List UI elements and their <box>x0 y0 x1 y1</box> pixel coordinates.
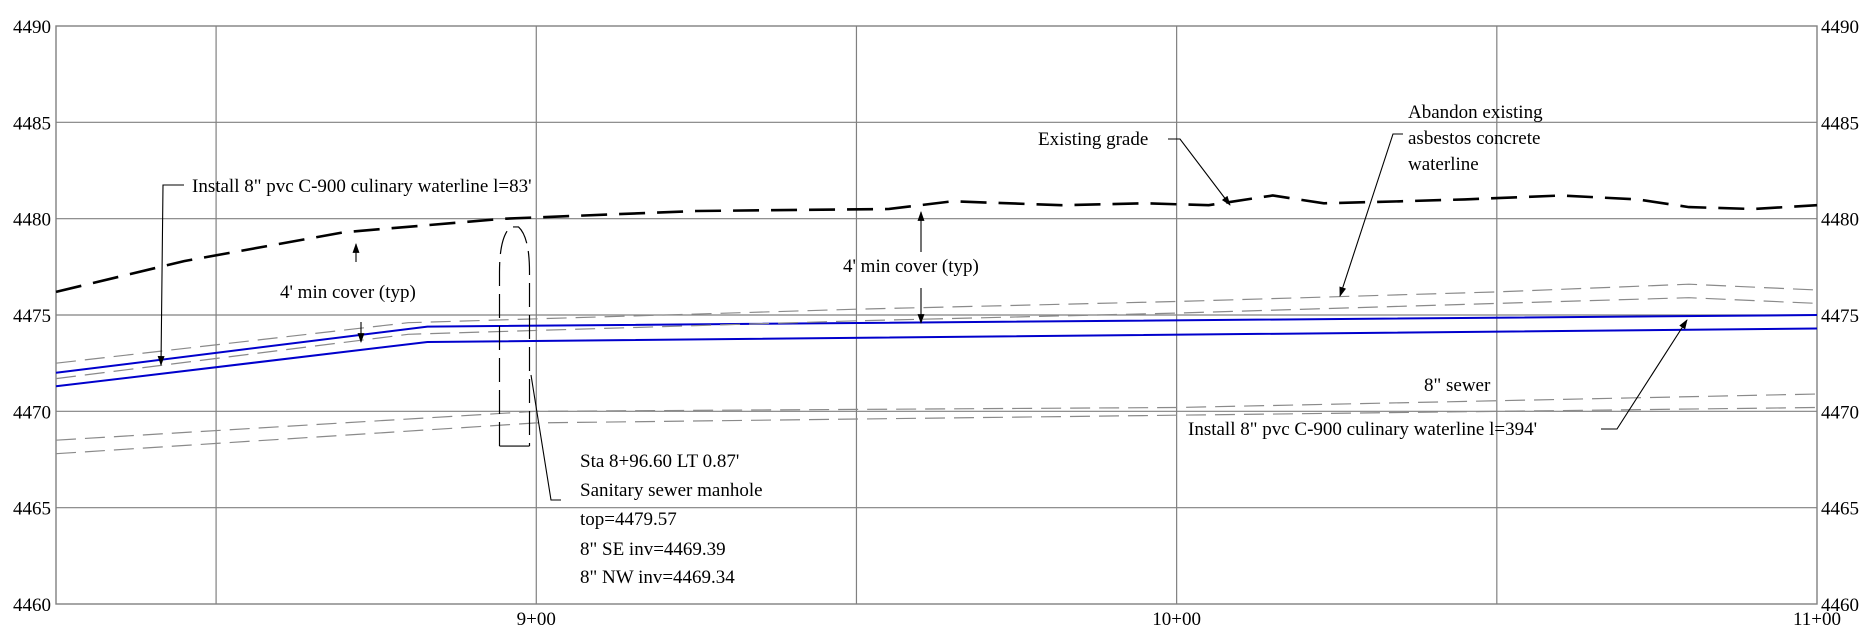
y-tick-label-left: 4480 <box>13 210 51 231</box>
series-waterline-bottom <box>55 327 1818 388</box>
y-tick-label-left: 4490 <box>13 17 51 38</box>
note-line: 8" SE inv=4469.39 <box>580 539 726 560</box>
y-tick-label-right: 4470 <box>1821 402 1859 423</box>
note-existing-grade: Existing grade <box>1038 129 1148 150</box>
y-tick-label-right: 4480 <box>1821 210 1859 231</box>
y-tick-label-right: 4460 <box>1821 595 1859 616</box>
note-line: Install 8" pvc C-900 culinary waterline … <box>1188 419 1537 440</box>
y-tick-label-left: 4470 <box>13 402 51 423</box>
note-line: asbestos concrete <box>1408 128 1540 149</box>
series-sewer-upper <box>55 393 1818 441</box>
tick-labels: 4490 4490 4485 4485 4480 4480 4475 4475 4470 4470… <box>13 17 1859 630</box>
note-line: Existing grade <box>1038 129 1148 150</box>
series-sewer-lower <box>55 406 1818 455</box>
annotations: Install 8" pvc C-900 culinary waterline … <box>192 102 1543 588</box>
y-tick-label-right: 4485 <box>1821 113 1859 134</box>
note-line: Abandon existing <box>1408 102 1543 123</box>
series-waterline-top <box>55 314 1818 374</box>
x-tick-label: 11+00 <box>1793 609 1841 630</box>
manhole-symbol <box>498 226 531 447</box>
x-tick-label: 9+00 <box>517 609 556 630</box>
note-min-cover-1: 4' min cover (typ) <box>280 282 416 303</box>
series-layer <box>55 194 1818 455</box>
series-abandoned-ac-lower <box>55 297 1818 380</box>
note-line: Sta 8+96.60 LT 0.87' <box>580 451 739 472</box>
y-tick-label-right: 4475 <box>1821 306 1859 327</box>
note-line: 8" sewer <box>1424 375 1491 396</box>
y-tick-label-right: 4465 <box>1821 499 1859 520</box>
note-inverts: 8" SE inv=4469.39 8" NW inv=4469.34 <box>580 539 735 588</box>
note-install-83: Install 8" pvc C-900 culinary waterline … <box>192 176 532 197</box>
leader-existing-grade <box>1168 138 1231 206</box>
leader-install-83 <box>157 184 184 366</box>
y-tick-label-right: 4490 <box>1821 17 1859 38</box>
note-manhole: Sta 8+96.60 LT 0.87' Sanitary sewer manho… <box>580 451 763 530</box>
note-line: Install 8" pvc C-900 culinary waterline … <box>192 176 532 197</box>
y-tick-label-left: 4485 <box>13 113 51 134</box>
manhole-walls <box>498 226 531 447</box>
series-existing-grade <box>55 194 1818 294</box>
note-install-394: Install 8" pvc C-900 culinary waterline … <box>1188 419 1537 440</box>
note-line: 4' min cover (typ) <box>843 256 979 277</box>
note-line: top=4479.57 <box>580 509 677 530</box>
leader-install-394 <box>1601 319 1688 430</box>
grid <box>55 25 1818 605</box>
y-tick-label-left: 4465 <box>13 499 51 520</box>
note-min-cover-2: 4' min cover (typ) <box>843 256 979 277</box>
note-abandon: Abandon existing asbestos concrete waterli… <box>1408 102 1543 175</box>
y-tick-label-left: 4460 <box>13 595 51 616</box>
leader-abandon <box>1339 133 1403 297</box>
x-tick-label: 10+00 <box>1152 609 1201 630</box>
note-line: 8" NW inv=4469.34 <box>580 567 735 588</box>
note-line: Sanitary sewer manhole <box>580 480 763 501</box>
series-abandoned-ac-upper <box>55 283 1818 364</box>
y-tick-label-left: 4475 <box>13 306 51 327</box>
leader-lines <box>157 133 1688 501</box>
note-sewer: 8" sewer <box>1424 375 1491 396</box>
note-line: 4' min cover (typ) <box>280 282 416 303</box>
leader-manhole <box>530 374 561 501</box>
note-line: waterline <box>1408 154 1479 175</box>
